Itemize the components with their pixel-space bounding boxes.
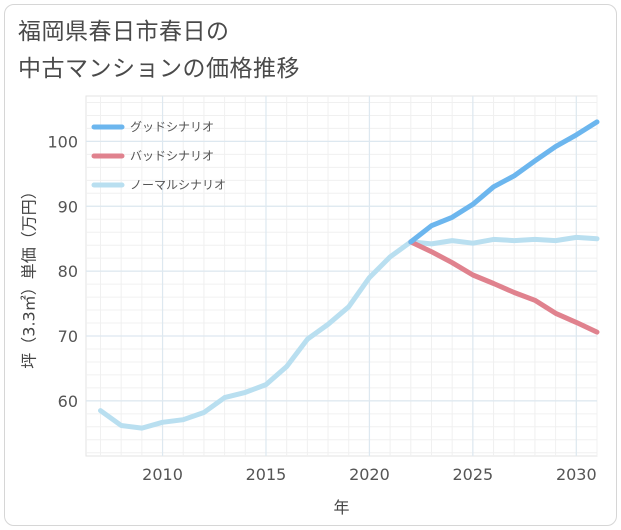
chart-frame — [4, 4, 617, 526]
grid-lines — [85, 95, 598, 457]
chart-title: 福岡県春日市春日の 中古マンションの価格推移 — [18, 14, 300, 88]
title-line-2: 中古マンションの価格推移 — [18, 56, 300, 82]
x-tick-label: 2025 — [453, 465, 494, 484]
x-tick-label: 2030 — [556, 465, 597, 484]
x-tick-label: 2015 — [246, 465, 287, 484]
x-tick-label: 2020 — [349, 465, 390, 484]
y-tick-label: 60 — [58, 392, 78, 411]
y-tick-labels: 60 70 80 90 100 — [47, 132, 78, 410]
x-axis-label: 年 — [333, 498, 349, 517]
title-line-1: 福岡県春日市春日の — [18, 19, 230, 45]
series-line — [408, 119, 600, 245]
y-tick-label: 80 — [58, 262, 78, 281]
legend-label: グッドシナリオ — [130, 120, 214, 134]
x-tick-label: 2010 — [142, 465, 183, 484]
series-line — [98, 234, 600, 431]
series-line — [408, 239, 600, 335]
y-tick-label: 70 — [58, 327, 78, 346]
legend-label: バッドシナリオ — [130, 149, 214, 163]
y-tick-label: 100 — [47, 132, 78, 151]
series-lines — [98, 119, 600, 431]
legend-label: ノーマルシナリオ — [130, 178, 226, 192]
x-tick-labels: 2010 2015 2020 2025 2030 — [142, 465, 596, 484]
y-tick-label: 90 — [58, 197, 78, 216]
y-axis-label: 坪（3.3㎡）単価（万円） — [20, 183, 39, 368]
